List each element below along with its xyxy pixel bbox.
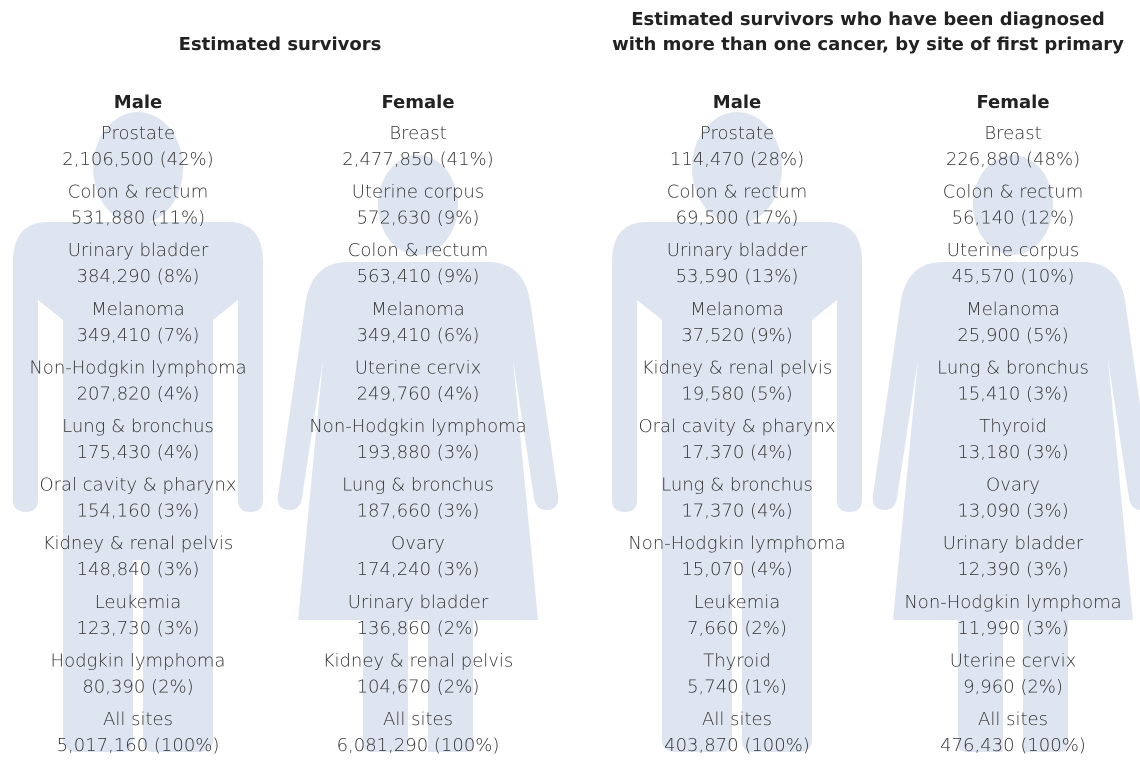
site-name: Melanoma	[91, 299, 185, 320]
site-name: Colon & rectum	[348, 240, 488, 261]
site-stat: 7,660 (2%)	[687, 618, 787, 639]
site-stat: 2,106,500 (42%)	[62, 149, 213, 170]
site-stat: 174,240 (3%)	[357, 559, 480, 580]
panel-title: with more than one cancer, by site of fi…	[612, 34, 1124, 55]
site-stat: 403,870 (100%)	[664, 735, 810, 756]
site-name: Uterine corpus	[947, 240, 1079, 261]
site-stat: 187,660 (3%)	[357, 501, 480, 522]
site-name: Thyroid	[703, 650, 771, 671]
site-name: Uterine corpus	[352, 182, 484, 203]
site-stat: 384,290 (8%)	[77, 266, 200, 287]
site-name: Lung & bronchus	[62, 416, 214, 437]
site-stat: 15,410 (3%)	[957, 383, 1068, 404]
column-heading: Male	[713, 92, 761, 113]
site-stat: 6,081,290 (100%)	[337, 735, 500, 756]
site-name: Lung & bronchus	[661, 475, 813, 496]
site-name: Melanoma	[690, 299, 784, 320]
site-name: Oral cavity & pharynx	[39, 475, 236, 496]
site-name: Uterine cervix	[355, 357, 482, 378]
site-stat: 13,090 (3%)	[957, 501, 1068, 522]
site-name: Non-Hodgkin lymphoma	[628, 533, 845, 554]
site-stat: 563,410 (9%)	[357, 266, 480, 287]
site-stat: 15,070 (4%)	[681, 559, 792, 580]
site-stat: 148,840 (3%)	[77, 559, 200, 580]
site-name: All sites	[383, 709, 453, 730]
site-stat: 123,730 (3%)	[77, 618, 200, 639]
site-stat: 136,860 (2%)	[357, 618, 480, 639]
site-stat: 572,630 (9%)	[357, 208, 480, 229]
site-stat: 476,430 (100%)	[940, 735, 1086, 756]
site-stat: 2,477,850 (41%)	[342, 149, 493, 170]
site-stat: 531,880 (11%)	[71, 208, 205, 229]
panel-title: Estimated survivors who have been diagno…	[631, 9, 1105, 30]
site-stat: 226,880 (48%)	[946, 149, 1080, 170]
site-name: Non-Hodgkin lymphoma	[29, 357, 246, 378]
site-name: Lung & bronchus	[342, 475, 494, 496]
site-name: Leukemia	[95, 592, 182, 613]
site-stat: 17,370 (4%)	[681, 501, 792, 522]
site-stat: 9,960 (2%)	[963, 676, 1063, 697]
site-stat: 25,900 (5%)	[957, 325, 1068, 346]
site-stat: 349,410 (7%)	[77, 325, 200, 346]
panel-title: Estimated survivors	[179, 34, 382, 55]
site-stat: 11,990 (3%)	[957, 618, 1068, 639]
site-name: Prostate	[700, 123, 774, 144]
site-name: Kidney & renal pelvis	[43, 533, 234, 554]
site-name: Kidney & renal pelvis	[642, 357, 833, 378]
site-name: Urinary bladder	[348, 592, 489, 613]
site-stat: 154,160 (3%)	[77, 501, 200, 522]
site-name: Ovary	[986, 475, 1040, 496]
site-name: Lung & bronchus	[937, 357, 1089, 378]
site-name: Urinary bladder	[667, 240, 808, 261]
site-name: Melanoma	[966, 299, 1060, 320]
site-name: Non-Hodgkin lymphoma	[309, 416, 526, 437]
site-name: Non-Hodgkin lymphoma	[904, 592, 1121, 613]
site-stat: 56,140 (12%)	[952, 208, 1075, 229]
site-stat: 5,017,160 (100%)	[57, 735, 220, 756]
column-heading: Male	[114, 92, 162, 113]
site-name: Uterine cervix	[950, 650, 1077, 671]
site-stat: 12,390 (3%)	[957, 559, 1068, 580]
site-name: Breast	[389, 123, 446, 144]
site-name: Hodgkin lymphoma	[51, 650, 226, 671]
site-stat: 5,740 (1%)	[687, 676, 787, 697]
site-stat: 80,390 (2%)	[82, 676, 193, 697]
site-name: Urinary bladder	[943, 533, 1084, 554]
site-name: Ovary	[391, 533, 445, 554]
site-stat: 349,410 (6%)	[357, 325, 480, 346]
site-stat: 13,180 (3%)	[957, 442, 1068, 463]
site-stat: 104,670 (2%)	[357, 676, 480, 697]
column-heading: Female	[976, 92, 1049, 113]
site-stat: 53,590 (13%)	[676, 266, 799, 287]
site-stat: 37,520 (9%)	[681, 325, 792, 346]
site-name: Urinary bladder	[68, 240, 209, 261]
site-name: Colon & rectum	[68, 182, 208, 203]
site-name: Thyroid	[979, 416, 1047, 437]
site-name: Prostate	[101, 123, 175, 144]
site-name: All sites	[702, 709, 772, 730]
site-name: Colon & rectum	[943, 182, 1083, 203]
site-name: Leukemia	[694, 592, 781, 613]
site-name: Colon & rectum	[667, 182, 807, 203]
site-name: All sites	[978, 709, 1048, 730]
column-heading: Female	[381, 92, 454, 113]
site-name: Melanoma	[371, 299, 465, 320]
site-stat: 19,580 (5%)	[681, 383, 792, 404]
site-stat: 69,500 (17%)	[676, 208, 799, 229]
site-stat: 45,570 (10%)	[952, 266, 1075, 287]
site-stat: 17,370 (4%)	[681, 442, 792, 463]
site-stat: 175,430 (4%)	[77, 442, 200, 463]
site-stat: 207,820 (4%)	[77, 383, 200, 404]
site-name: Breast	[984, 123, 1041, 144]
site-name: Kidney & renal pelvis	[323, 650, 514, 671]
site-stat: 249,760 (4%)	[357, 383, 480, 404]
site-stat: 114,470 (28%)	[670, 149, 804, 170]
site-name: Oral cavity & pharynx	[638, 416, 835, 437]
site-stat: 193,880 (3%)	[357, 442, 480, 463]
site-name: All sites	[103, 709, 173, 730]
